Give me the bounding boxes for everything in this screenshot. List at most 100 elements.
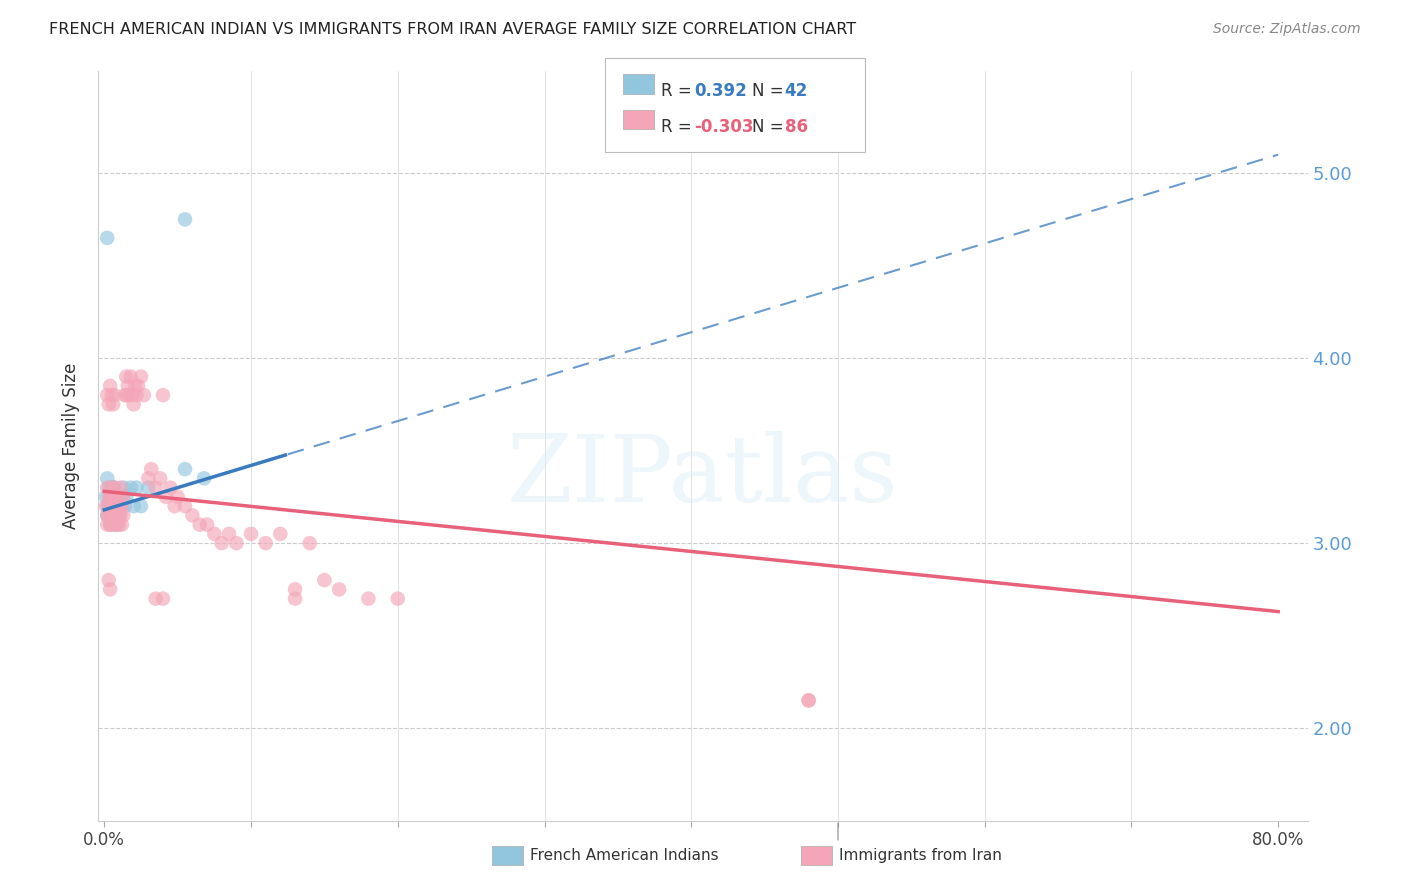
Point [96, 231, 118, 245]
Point [97, 508, 120, 523]
Point [284, 591, 307, 606]
Point [114, 499, 136, 513]
Point [96, 517, 118, 532]
Point [174, 499, 197, 513]
Point [108, 517, 131, 532]
Point [193, 471, 215, 485]
Text: -0.303: -0.303 [695, 118, 754, 136]
Point [111, 490, 134, 504]
Point [101, 490, 124, 504]
Point [107, 508, 129, 523]
Point [145, 591, 167, 606]
Text: FRENCH AMERICAN INDIAN VS IMMIGRANTS FROM IRAN AVERAGE FAMILY SIZE CORRELATION C: FRENCH AMERICAN INDIAN VS IMMIGRANTS FRO… [49, 22, 856, 37]
Point [155, 490, 177, 504]
Point [110, 508, 132, 523]
Point [387, 591, 409, 606]
Point [127, 379, 149, 393]
Point [103, 508, 125, 523]
Point [98, 517, 121, 532]
Point [136, 471, 159, 485]
Point [94, 490, 117, 504]
Point [269, 527, 291, 541]
Point [98, 379, 121, 393]
Point [101, 499, 124, 513]
Text: 0.392: 0.392 [695, 82, 748, 100]
Point [101, 517, 124, 532]
Point [101, 490, 124, 504]
Point [110, 481, 132, 495]
Point [115, 369, 138, 384]
Text: R =: R = [661, 118, 697, 136]
Point [96, 481, 118, 495]
Point [152, 591, 174, 606]
Point [166, 490, 188, 504]
Point [111, 517, 134, 532]
Point [108, 490, 131, 504]
Point [100, 508, 122, 523]
Point [96, 471, 118, 485]
Point [96, 508, 118, 523]
Point [328, 582, 350, 597]
Point [105, 490, 128, 504]
Point [114, 388, 136, 402]
Point [97, 481, 120, 495]
Point [108, 508, 131, 523]
Point [103, 499, 125, 513]
Point [122, 397, 145, 411]
Point [136, 481, 159, 495]
Point [125, 481, 148, 495]
Point [112, 508, 135, 523]
Point [108, 499, 131, 513]
Point [107, 499, 129, 513]
Point [129, 499, 152, 513]
Point [202, 527, 225, 541]
Point [115, 388, 138, 402]
Point [101, 481, 124, 495]
Point [122, 499, 145, 513]
Point [195, 517, 218, 532]
Point [129, 369, 152, 384]
Point [284, 582, 307, 597]
Point [141, 462, 163, 476]
Point [357, 591, 380, 606]
Point [98, 582, 121, 597]
Point [124, 379, 146, 393]
Point [101, 508, 124, 523]
Point [797, 693, 820, 707]
Point [103, 388, 125, 402]
Text: R =: R = [661, 82, 697, 100]
Point [103, 499, 125, 513]
Point [100, 499, 122, 513]
Point [181, 508, 204, 523]
Point [97, 499, 120, 513]
Point [97, 573, 120, 587]
Point [98, 490, 121, 504]
Point [97, 397, 120, 411]
Text: French American Indians: French American Indians [530, 848, 718, 863]
Point [797, 693, 820, 707]
Point [97, 508, 120, 523]
Point [100, 508, 122, 523]
Point [174, 462, 197, 476]
Point [101, 499, 124, 513]
Point [314, 573, 336, 587]
Text: N =: N = [752, 82, 789, 100]
Point [97, 490, 120, 504]
Point [120, 369, 142, 384]
Point [117, 379, 139, 393]
Point [96, 388, 118, 402]
Point [103, 481, 125, 495]
Text: Immigrants from Iran: Immigrants from Iran [839, 848, 1002, 863]
Point [100, 481, 122, 495]
Point [105, 490, 128, 504]
Point [163, 499, 186, 513]
Point [211, 536, 233, 550]
Text: Source: ZipAtlas.com: Source: ZipAtlas.com [1213, 22, 1361, 37]
Point [152, 388, 174, 402]
Text: ZIPatlas: ZIPatlas [508, 431, 898, 521]
Point [100, 481, 122, 495]
Point [112, 490, 135, 504]
Point [98, 499, 121, 513]
Point [101, 508, 124, 523]
Point [105, 499, 128, 513]
